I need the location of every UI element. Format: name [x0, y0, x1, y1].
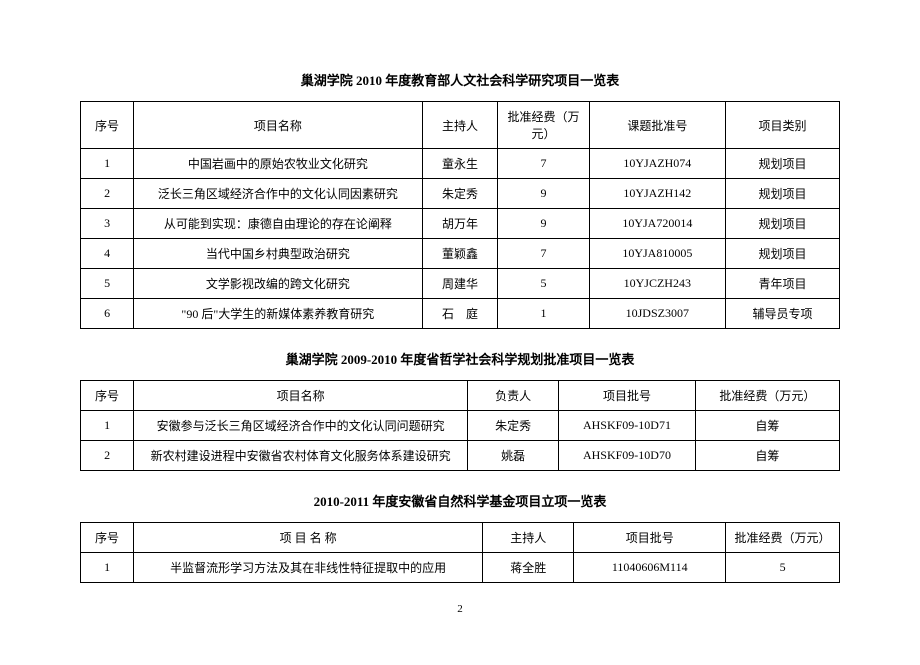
table-row: 3从可能到实现：康德自由理论的存在论阐释胡万年910YJA720014规划项目 [81, 209, 840, 239]
table-cell: 7 [498, 149, 589, 179]
table-cell: AHSKF09-10D71 [559, 411, 696, 441]
table1-header-cell: 主持人 [422, 102, 498, 149]
table-cell: 自筹 [695, 411, 839, 441]
table2-header-cell: 负责人 [468, 381, 559, 411]
table2-header-cell: 项目名称 [134, 381, 468, 411]
table-cell: 10YJAZH074 [589, 149, 726, 179]
table1-header-cell: 课题批准号 [589, 102, 726, 149]
table3-header-cell: 序号 [81, 523, 134, 553]
table-cell: 童永生 [422, 149, 498, 179]
table2-header-cell: 序号 [81, 381, 134, 411]
table-row: 1半监督流形学习方法及其在非线性特征提取中的应用蒋全胜11040606M1145 [81, 553, 840, 583]
table1-header-cell: 序号 [81, 102, 134, 149]
table-cell: 11040606M114 [574, 553, 726, 583]
table1: 序号项目名称主持人批准经费（万元）课题批准号项目类别 1中国岩画中的原始农牧业文… [80, 101, 840, 329]
table2-header-cell: 批准经费（万元） [695, 381, 839, 411]
table3-header-cell: 项目批号 [574, 523, 726, 553]
table-cell: 新农村建设进程中安徽省农村体育文化服务体系建设研究 [134, 441, 468, 471]
table-cell: AHSKF09-10D70 [559, 441, 696, 471]
table-cell: 姚磊 [468, 441, 559, 471]
table-row: 2新农村建设进程中安徽省农村体育文化服务体系建设研究姚磊AHSKF09-10D7… [81, 441, 840, 471]
table3-header-row: 序号项 目 名 称主持人项目批号批准经费（万元） [81, 523, 840, 553]
table2-title: 巢湖学院 2009-2010 年度省哲学社会科学规划批准项目一览表 [80, 349, 840, 368]
table-row: 1中国岩画中的原始农牧业文化研究童永生710YJAZH074规划项目 [81, 149, 840, 179]
table-cell: 1 [498, 299, 589, 329]
table-cell: 从可能到实现：康德自由理论的存在论阐释 [134, 209, 422, 239]
table-cell: 4 [81, 239, 134, 269]
table-cell: 胡万年 [422, 209, 498, 239]
table-row: 2泛长三角区域经济合作中的文化认同因素研究朱定秀910YJAZH142规划项目 [81, 179, 840, 209]
table-cell: 规划项目 [726, 179, 840, 209]
table-cell: 规划项目 [726, 239, 840, 269]
table-cell: 2 [81, 179, 134, 209]
table-cell: 董颖鑫 [422, 239, 498, 269]
table-cell: 2 [81, 441, 134, 471]
table-cell: 规划项目 [726, 149, 840, 179]
table-cell: 6 [81, 299, 134, 329]
table-cell: 青年项目 [726, 269, 840, 299]
table3: 序号项 目 名 称主持人项目批号批准经费（万元） 1半监督流形学习方法及其在非线… [80, 522, 840, 583]
table-cell: "90 后"大学生的新媒体素养教育研究 [134, 299, 422, 329]
table-cell: 周建华 [422, 269, 498, 299]
table1-header-cell: 项目名称 [134, 102, 422, 149]
table-row: 5文学影视改编的跨文化研究周建华510YJCZH243青年项目 [81, 269, 840, 299]
table1-header-cell: 项目类别 [726, 102, 840, 149]
table-cell: 1 [81, 411, 134, 441]
table-cell: 10YJA810005 [589, 239, 726, 269]
table-cell: 石 庭 [422, 299, 498, 329]
table-cell: 1 [81, 149, 134, 179]
table-row: 4当代中国乡村典型政治研究董颖鑫710YJA810005规划项目 [81, 239, 840, 269]
table-cell: 当代中国乡村典型政治研究 [134, 239, 422, 269]
table-cell: 5 [498, 269, 589, 299]
table3-header-cell: 批准经费（万元） [726, 523, 840, 553]
table-cell: 蒋全胜 [483, 553, 574, 583]
table-cell: 1 [81, 553, 134, 583]
table-cell: 5 [726, 553, 840, 583]
table1-header-cell: 批准经费（万元） [498, 102, 589, 149]
table-cell: 3 [81, 209, 134, 239]
table3-title: 2010-2011 年度安徽省自然科学基金项目立项一览表 [80, 491, 840, 510]
table-cell: 中国岩画中的原始农牧业文化研究 [134, 149, 422, 179]
table-cell: 安徽参与泛长三角区域经济合作中的文化认同问题研究 [134, 411, 468, 441]
table-cell: 10YJAZH142 [589, 179, 726, 209]
table-cell: 自筹 [695, 441, 839, 471]
table2-header-cell: 项目批号 [559, 381, 696, 411]
table-cell: 10JDSZ3007 [589, 299, 726, 329]
table-cell: 朱定秀 [422, 179, 498, 209]
table-cell: 泛长三角区域经济合作中的文化认同因素研究 [134, 179, 422, 209]
table-cell: 半监督流形学习方法及其在非线性特征提取中的应用 [134, 553, 483, 583]
table-cell: 辅导员专项 [726, 299, 840, 329]
table2: 序号项目名称负责人项目批号批准经费（万元） 1安徽参与泛长三角区域经济合作中的文… [80, 380, 840, 471]
table-cell: 9 [498, 179, 589, 209]
table1-title: 巢湖学院 2010 年度教育部人文社会科学研究项目一览表 [80, 70, 840, 89]
table3-header-cell: 主持人 [483, 523, 574, 553]
page-number: 2 [80, 603, 840, 615]
table-cell: 10YJCZH243 [589, 269, 726, 299]
table-cell: 规划项目 [726, 209, 840, 239]
table-cell: 朱定秀 [468, 411, 559, 441]
table-row: 1安徽参与泛长三角区域经济合作中的文化认同问题研究朱定秀AHSKF09-10D7… [81, 411, 840, 441]
table3-header-cell: 项 目 名 称 [134, 523, 483, 553]
table-cell: 9 [498, 209, 589, 239]
table1-header-row: 序号项目名称主持人批准经费（万元）课题批准号项目类别 [81, 102, 840, 149]
table-cell: 7 [498, 239, 589, 269]
table-row: 6"90 后"大学生的新媒体素养教育研究石 庭110JDSZ3007辅导员专项 [81, 299, 840, 329]
table-cell: 10YJA720014 [589, 209, 726, 239]
table-cell: 文学影视改编的跨文化研究 [134, 269, 422, 299]
table2-header-row: 序号项目名称负责人项目批号批准经费（万元） [81, 381, 840, 411]
table-cell: 5 [81, 269, 134, 299]
